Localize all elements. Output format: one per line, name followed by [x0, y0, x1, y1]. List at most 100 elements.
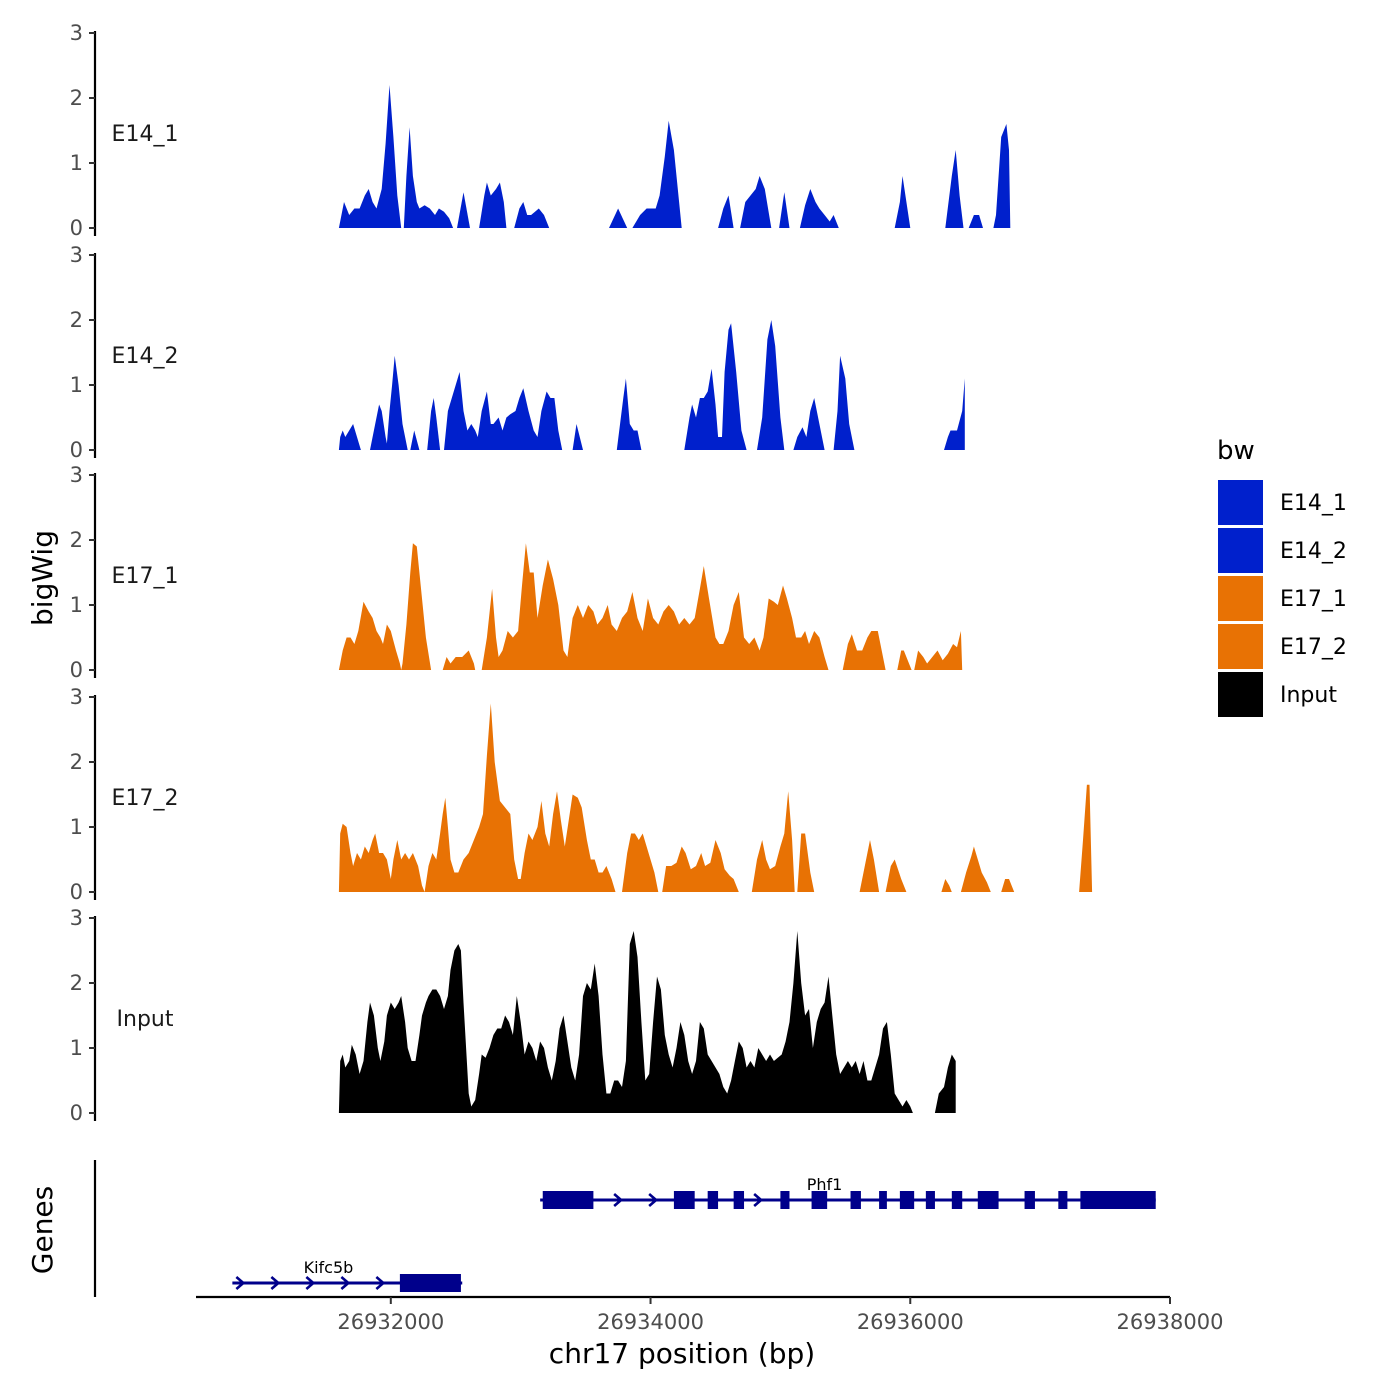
signal-area — [622, 833, 659, 892]
track-E17_2: 0 1 2 3 E17_2 — [70, 685, 1093, 904]
y-axis-title: bigWig — [26, 530, 59, 626]
gene-exon — [925, 1191, 935, 1209]
legend-title: bw — [1217, 436, 1255, 466]
signal-area — [410, 430, 420, 450]
gene-name-label: Kifc5b — [304, 1258, 354, 1277]
x-axis: 26932000 26934000 26936000 26938000 — [196, 1295, 1224, 1334]
track-E14_2: 0 1 2 3 E14_2 — [70, 243, 965, 462]
legend-label: E14_1 — [1280, 491, 1347, 516]
y-tick-label: 1 — [70, 593, 83, 617]
x-tick-label: 26936000 — [857, 1310, 964, 1334]
y-tick-label: 2 — [70, 86, 83, 110]
y-tick-label: 2 — [70, 308, 83, 332]
y-tick-label: 3 — [70, 906, 83, 930]
signal-area — [338, 703, 616, 892]
signal-area — [993, 124, 1011, 228]
signal-area — [897, 650, 912, 670]
gene-exon — [1080, 1191, 1156, 1209]
signal-area — [833, 355, 855, 450]
strand-arrow-icon — [270, 1276, 281, 1290]
signal-area — [1001, 879, 1015, 892]
strand-arrow-icon — [305, 1276, 316, 1290]
signal-area — [718, 195, 734, 228]
signal-area — [757, 320, 785, 450]
strand-arrow-icon — [613, 1193, 624, 1207]
legend-swatch — [1218, 624, 1263, 669]
y-tick-label: 3 — [70, 685, 83, 709]
signal-area — [793, 398, 825, 450]
signal-area — [616, 378, 642, 450]
gene-Kifc5b: Kifc5b — [232, 1258, 463, 1292]
track-E17_1: 0 1 2 3 E17_1 — [70, 463, 963, 682]
gene-exon — [879, 1191, 887, 1209]
signal-area — [481, 543, 829, 670]
signal-area — [479, 182, 507, 228]
track-label: E14_2 — [112, 344, 179, 369]
signal-area — [457, 192, 470, 228]
gene-exon — [811, 1191, 828, 1209]
gene-exon — [977, 1191, 999, 1209]
y-tick-label: 0 — [70, 1101, 83, 1125]
signal-area — [338, 931, 913, 1113]
signal-area — [1079, 784, 1093, 892]
x-tick-label: 26938000 — [1117, 1310, 1224, 1334]
y-tick-label: 2 — [70, 750, 83, 774]
legend-swatch — [1218, 480, 1263, 525]
y-tick-label: 0 — [70, 880, 83, 904]
track-label: E17_2 — [112, 786, 179, 811]
x-tick-label: 26932000 — [337, 1310, 444, 1334]
signal-area — [894, 176, 911, 228]
signal-area — [842, 631, 886, 670]
y-tick-label: 3 — [70, 243, 83, 267]
signal-area — [442, 650, 476, 670]
gene-exon — [733, 1191, 745, 1209]
gene-Phf1: Phf1 — [540, 1175, 1156, 1209]
legend-label: E14_2 — [1280, 539, 1347, 564]
signal-area — [751, 791, 795, 892]
signal-area — [941, 879, 952, 892]
signal-area — [960, 846, 991, 892]
gene-name-label: Phf1 — [807, 1175, 843, 1194]
signal-area — [944, 378, 965, 450]
signal-area — [859, 840, 880, 892]
signal-area — [968, 215, 983, 228]
gene-exon — [542, 1191, 594, 1209]
strand-arrow-icon — [340, 1276, 351, 1290]
y-tick-label: 0 — [70, 438, 83, 462]
signal-area — [572, 424, 583, 450]
gene-exon — [1024, 1191, 1035, 1209]
signal-area — [914, 631, 963, 670]
signal-area — [684, 323, 747, 450]
y-tick-label: 1 — [70, 1036, 83, 1060]
y-tick-label: 3 — [70, 463, 83, 487]
gene-exon — [850, 1191, 861, 1209]
signal-area — [444, 372, 563, 450]
y-tick-label: 2 — [70, 971, 83, 995]
signal-area — [885, 859, 907, 892]
signal-area — [662, 840, 739, 892]
strand-arrow-icon — [375, 1276, 386, 1290]
y-tick-label: 0 — [70, 216, 83, 240]
signal-area — [609, 208, 628, 228]
signal-area — [799, 189, 839, 228]
signal-area — [338, 424, 361, 450]
legend-label: Input — [1280, 683, 1337, 708]
legend-swatch — [1218, 672, 1263, 717]
track-E14_1: 0 1 2 3 E14_1 — [70, 21, 1011, 240]
gene-exon — [399, 1274, 461, 1292]
x-axis-title: chr17 position (bp) — [549, 1337, 815, 1370]
signal-area — [797, 833, 815, 892]
track-Input: 0 1 2 3 Input — [70, 906, 956, 1125]
gene-exon — [780, 1191, 790, 1209]
y-tick-label: 1 — [70, 151, 83, 175]
signal-area — [427, 398, 441, 450]
strand-arrow-icon — [753, 1193, 764, 1207]
y-tick-label: 0 — [70, 658, 83, 682]
track-label: E17_1 — [112, 564, 179, 589]
track-label: E14_1 — [112, 122, 179, 147]
signal-area — [632, 120, 682, 228]
gene-exon — [951, 1191, 963, 1209]
y-tick-label: 1 — [70, 373, 83, 397]
strand-arrow-icon — [235, 1276, 246, 1290]
